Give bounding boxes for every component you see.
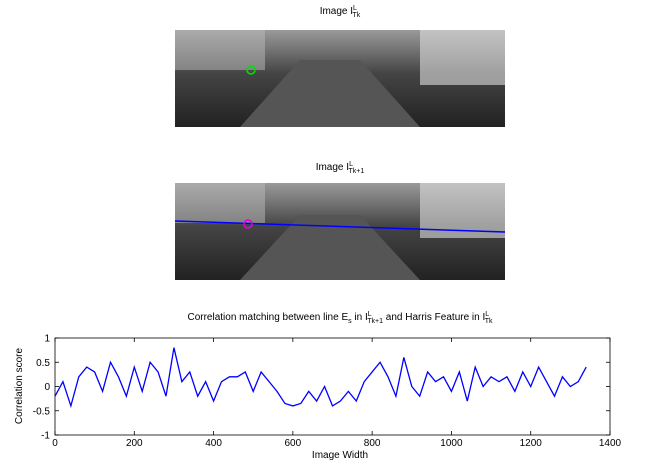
title-part: L — [353, 5, 357, 12]
title-part: Tk+1 — [367, 318, 383, 325]
trees — [175, 183, 265, 223]
epipolar-line — [174, 220, 506, 233]
match-marker — [243, 219, 253, 229]
image-panel — [175, 30, 505, 127]
title-part: Correlation matching between line E — [187, 312, 348, 323]
title-part: L — [485, 311, 489, 318]
y-tick-label: 0.5 — [36, 358, 50, 369]
image-title: Image IL Tk — [320, 5, 361, 19]
title-part: Tk — [353, 12, 361, 19]
x-tick-label: 400 — [205, 438, 222, 449]
title-part: Image I — [320, 6, 353, 17]
title-part: Tk — [485, 318, 493, 325]
x-axis-label: Image Width — [312, 450, 368, 461]
trees — [175, 30, 265, 70]
road — [240, 60, 420, 127]
road — [240, 215, 420, 280]
y-tick-label: -1 — [41, 431, 50, 442]
y-axis-label: Correlation score — [14, 347, 25, 424]
x-tick-label: 0 — [52, 438, 58, 449]
title-part: and Harris Feature in I — [383, 312, 485, 323]
title-part: s — [348, 318, 352, 325]
data-line — [54, 347, 587, 409]
x-tick-label: 1000 — [440, 438, 463, 449]
title-part: L — [349, 161, 353, 168]
trees — [420, 30, 505, 85]
y-tick-label: -0.5 — [33, 406, 51, 417]
y-tick-label: 1 — [44, 334, 50, 345]
title-part: Image I — [316, 162, 349, 173]
title-part: Tk+1 — [349, 168, 365, 175]
y-tick-label: 0 — [44, 382, 50, 393]
title-part: L — [368, 311, 372, 318]
chart-title: Correlation matching between line Es in … — [187, 311, 493, 325]
image-panel — [174, 183, 506, 280]
image-title: Image IL Tk+1 — [316, 161, 365, 175]
x-tick-label: 1200 — [520, 438, 543, 449]
x-tick-label: 1400 — [599, 438, 622, 449]
title-part: in I — [352, 312, 368, 323]
x-tick-label: 600 — [285, 438, 302, 449]
x-tick-label: 200 — [126, 438, 143, 449]
x-tick-label: 800 — [364, 438, 381, 449]
feature-marker — [246, 65, 256, 75]
plot-frame — [54, 337, 611, 436]
trees — [420, 183, 505, 238]
